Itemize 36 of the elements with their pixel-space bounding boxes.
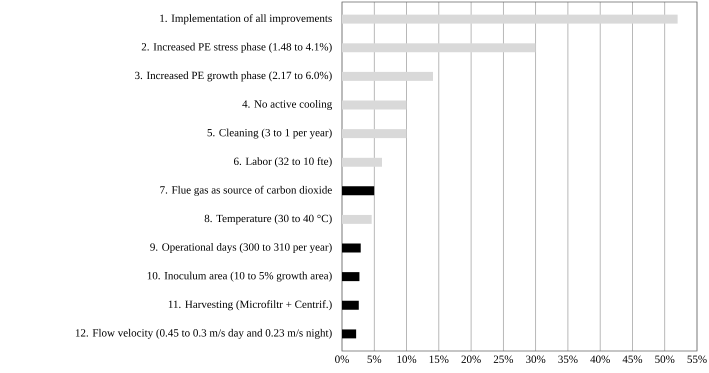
bar: [342, 158, 382, 167]
y-tick-label: 6. Labor (32 to 10 fte): [234, 157, 332, 168]
bar: [342, 186, 374, 196]
bar: [342, 244, 361, 253]
y-tick-label: 9. Operational days (300 to 310 per year): [150, 243, 332, 254]
y-tick-label: 5. Cleaning (3 to 1 per year): [208, 128, 332, 139]
x-tick-label: 20%: [461, 356, 481, 363]
x-tick-label: 5%: [368, 356, 382, 363]
x-tick-label: 55%: [688, 356, 707, 363]
x-tick-label: 25%: [494, 356, 514, 363]
x-tick-label: 50%: [655, 356, 674, 363]
bar: [342, 129, 407, 138]
x-tick-label: 10%: [397, 356, 416, 363]
x-tick-label: 30%: [526, 356, 546, 363]
y-tick-label: 2. Increased PE stress phase (1.48 to 4.1%): [142, 42, 332, 53]
x-tick-label: 0%: [335, 356, 349, 363]
x-tick-label: 15%: [430, 356, 449, 363]
y-tick-label: 11. Harvesting (Microfiltr + Centrif.): [168, 300, 332, 310]
bar: [342, 14, 678, 24]
x-tick-label: 35%: [558, 356, 578, 363]
y-tick-label: 8. Temperature (30 to 40 °C): [204, 214, 332, 224]
bar: [342, 43, 536, 52]
bar: [342, 214, 372, 224]
y-tick-label: 1. Implementation of all improvements: [160, 14, 332, 24]
bar: [342, 272, 360, 282]
bar: [342, 72, 434, 81]
bar: [342, 300, 359, 310]
bar: [342, 329, 356, 338]
bar: [342, 100, 407, 110]
x-tick-label: 45%: [622, 356, 642, 363]
y-tick-label: 4. No active cooling: [242, 100, 332, 110]
y-tick-label: 7. Flue gas as source of carbon dioxide: [160, 186, 332, 196]
y-tick-label: 12. Flow velocity (0.45 to 0.3 m/s day and 0.23 m/s night): [76, 328, 332, 339]
x-tick-label: 40%: [590, 356, 610, 363]
y-tick-label: 3. Increased PE growth phase (2.17 to 6.0%): [135, 71, 332, 82]
y-tick-label: 10. Inoculum area (10 to 5% growth area): [148, 272, 332, 282]
